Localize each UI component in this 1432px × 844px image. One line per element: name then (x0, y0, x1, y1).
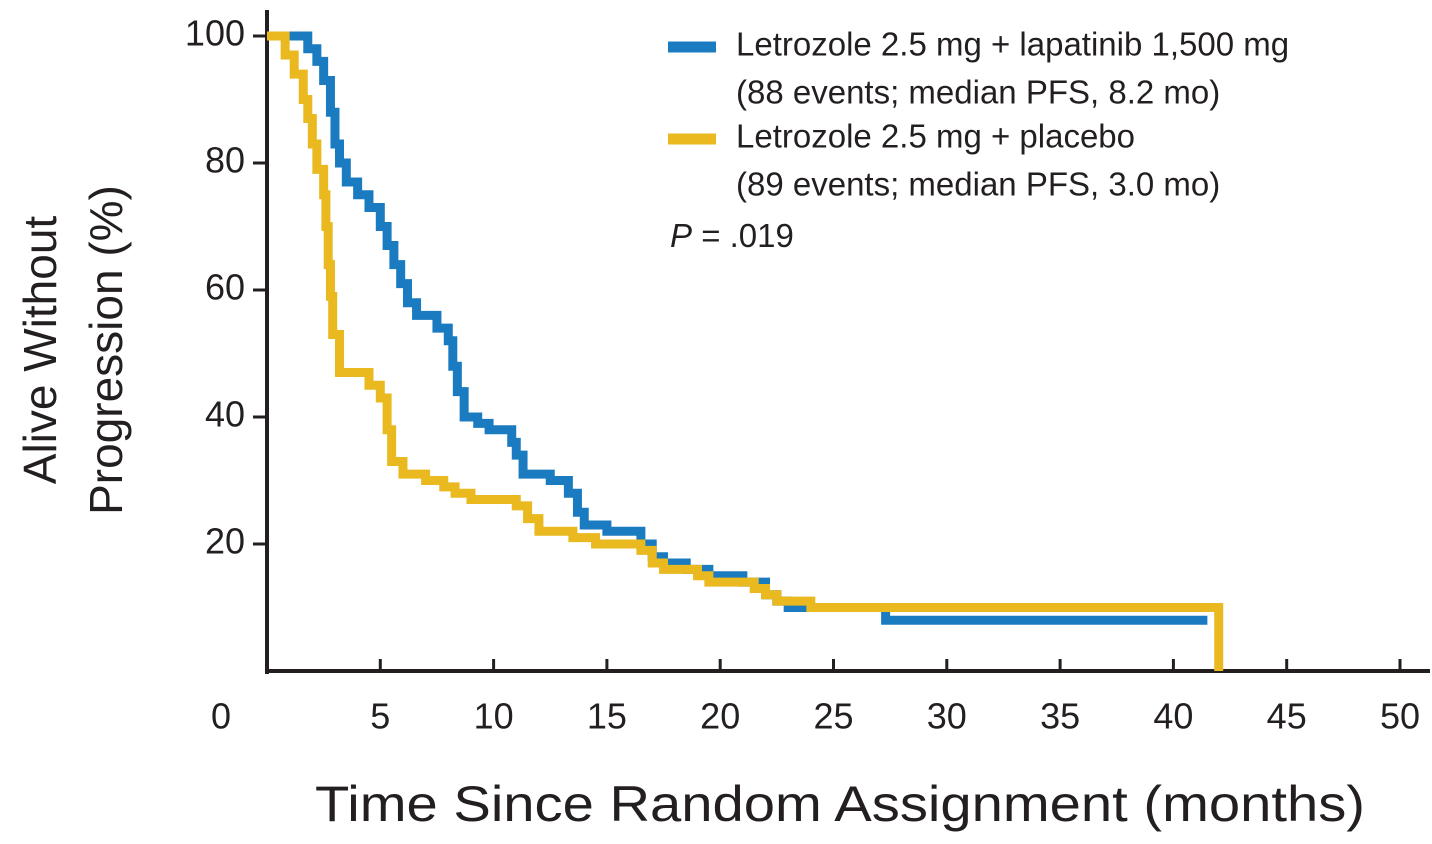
y-tick-label: 100 (185, 13, 245, 54)
survival-curve (267, 31, 1224, 671)
x-tick-label: 10 (474, 696, 514, 737)
x-tick-label: 25 (813, 696, 853, 737)
legend-label: Letrozole 2.5 mg + lapatinib 1,500 mg (736, 26, 1289, 63)
x-tick-label: 30 (927, 696, 967, 737)
x-tick-label: 20 (700, 696, 740, 737)
y-axis-title: Progression (%) (80, 185, 132, 515)
x-tick-label: 0 (211, 696, 231, 737)
x-axis-title: Time Since Random Assignment (months) (315, 776, 1365, 832)
legend-detail: (88 events; median PFS, 8.2 mo) (736, 74, 1220, 111)
x-tick-label: 35 (1040, 696, 1080, 737)
x-tick-label: 40 (1153, 696, 1193, 737)
p-label: P (670, 217, 692, 254)
p-value: = .019 (701, 217, 794, 254)
x-tick-label: 5 (370, 696, 390, 737)
y-tick-label: 80 (205, 140, 245, 181)
y-axis-title: Alive Without (14, 216, 66, 485)
y-tick-label: 20 (205, 521, 245, 562)
x-tick-label: 50 (1380, 696, 1420, 737)
x-tick-label: 45 (1267, 696, 1307, 737)
legend-detail: (89 events; median PFS, 3.0 mo) (736, 166, 1220, 203)
y-tick-label: 60 (205, 267, 245, 308)
legend-label: Letrozole 2.5 mg + placebo (736, 118, 1135, 155)
annotation: P = .019 (670, 217, 794, 254)
x-tick-label: 15 (587, 696, 627, 737)
y-tick-label: 40 (205, 394, 245, 435)
